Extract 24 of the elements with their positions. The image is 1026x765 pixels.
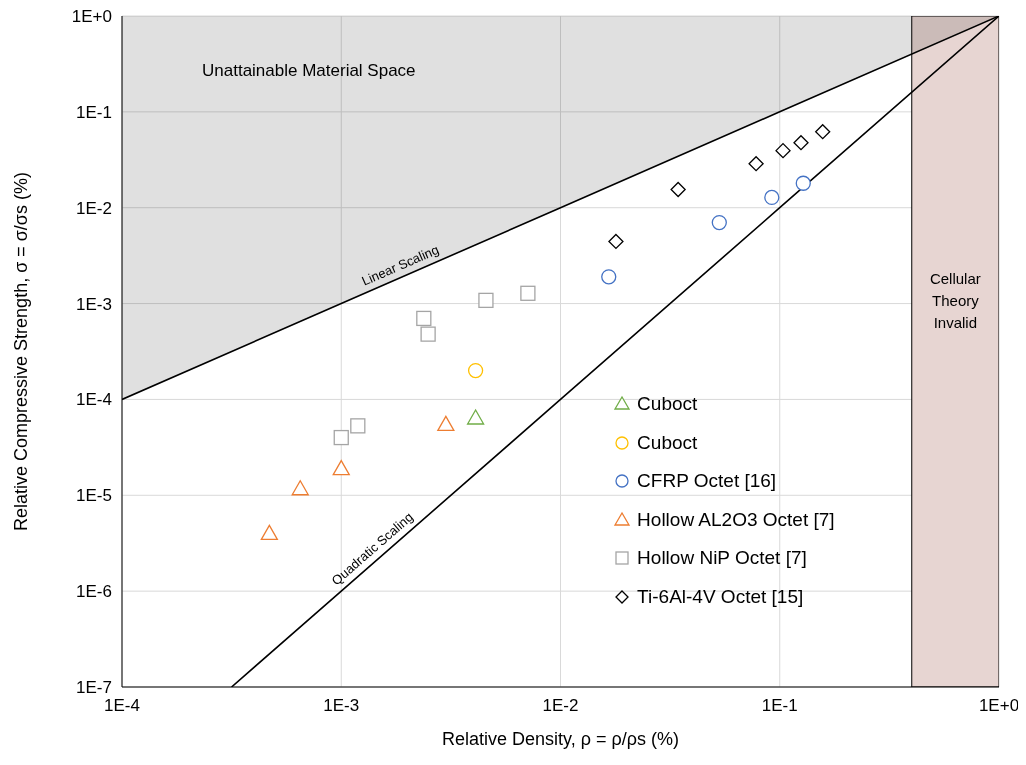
x-tick-label: 1E-1 [761,696,798,716]
x-tick-label: 1E-4 [104,696,140,716]
x-axis-title: Relative Density, ρ = ρ/ρs (%) [442,729,679,749]
y-tick-label: 1E-2 [76,198,112,218]
x-tick-label: 1E-3 [323,696,360,716]
y-axis-title: Relative Compressive Strength, σ = σ/σs (%) [11,172,32,531]
annotation: Linear Scaling [359,241,441,289]
y-tick-label: 1E-1 [76,102,112,122]
legend-label: Hollow AL2O3 Octet [7] [637,508,835,531]
legend-label: Hollow NiP Octet [7] [637,547,807,570]
band-label: Cellular Theory Invalid [929,270,981,332]
x-tick-label: 1E+0 [978,696,1020,716]
legend-label: Cuboct [637,431,698,454]
legend-label: Cuboct [637,393,698,416]
legend-label: Ti-6Al-4V Octet [15] [637,585,804,608]
y-tick-label: 1E+0 [71,7,112,27]
y-tick-label: 1E-3 [76,294,112,314]
y-tick-label: 1E-7 [76,678,112,698]
y-tick-label: 1E-4 [76,390,112,410]
annotation: Unattainable Material Space [202,61,416,81]
legend-label: CFRP Octet [16] [637,470,777,493]
x-tick-label: 1E-2 [542,696,579,716]
y-tick-label: 1E-5 [76,486,112,506]
y-tick-label: 1E-6 [76,582,112,602]
